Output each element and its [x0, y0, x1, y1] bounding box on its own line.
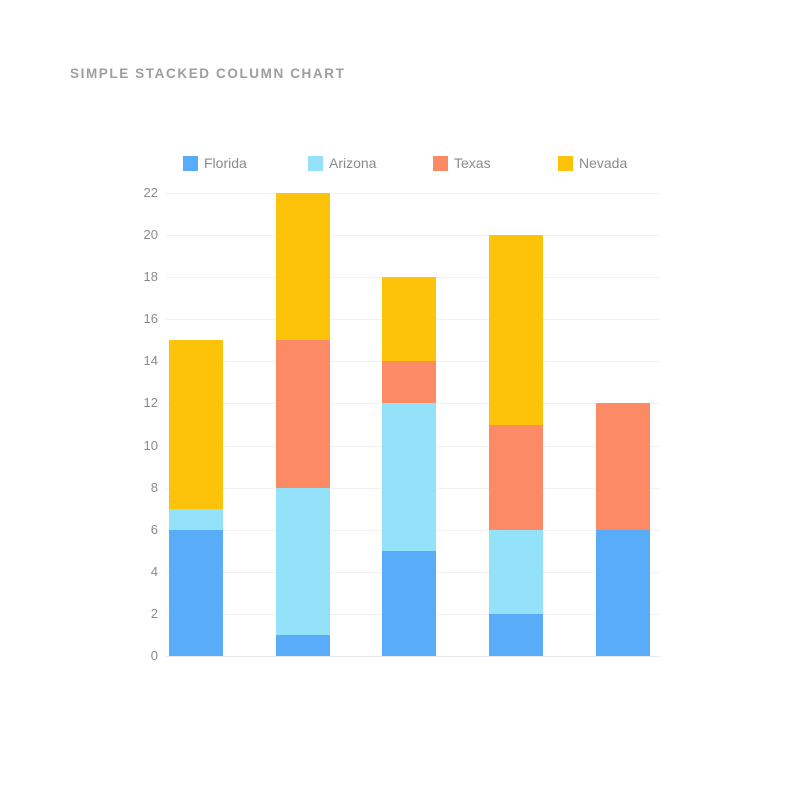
y-axis-tick-label: 12	[143, 395, 158, 411]
bar-segment-nevada-col3[interactable]	[382, 277, 436, 362]
legend-swatch-icon	[183, 155, 198, 171]
bar-segment-nevada-col2[interactable]	[276, 193, 330, 341]
gridline-y-20	[166, 235, 660, 237]
bar-segment-arizona-col4[interactable]	[489, 529, 543, 614]
bar-segment-texas-col4[interactable]	[489, 424, 543, 530]
y-axis-tick-label: 0	[150, 648, 158, 663]
bar-segment-florida-col1[interactable]	[169, 529, 223, 656]
bar-segment-texas-col5[interactable]	[596, 403, 650, 530]
legend-label: Texas	[454, 155, 491, 171]
bar-segment-nevada-col1[interactable]	[169, 340, 223, 509]
y-axis-tick-label: 2	[150, 605, 158, 621]
column-4	[489, 193, 543, 656]
plot-area: 0 2 4 6 8 10 12 14 16 18 20 22	[144, 186, 660, 663]
y-axis-tick-label: 22	[143, 185, 158, 200]
legend-label: Arizona	[329, 155, 377, 171]
legend-swatch-icon	[433, 155, 448, 171]
legend-label: Nevada	[579, 155, 628, 171]
column-3	[382, 193, 436, 656]
bar-segment-arizona-col1[interactable]	[169, 508, 223, 530]
legend-swatch-icon	[308, 155, 323, 171]
bar-segment-texas-col3[interactable]	[382, 361, 436, 404]
chart-title: SIMPLE STACKED COLUMN CHART	[70, 66, 346, 81]
column-5	[596, 193, 650, 656]
gridline-y-0	[166, 656, 660, 657]
y-axis-tick-label: 8	[150, 479, 158, 495]
bar-segment-texas-col2[interactable]	[276, 340, 330, 488]
bar-segment-arizona-col3[interactable]	[382, 403, 436, 551]
y-axis-tick-label: 16	[143, 311, 158, 327]
legend-item-nevada[interactable]: Nevada	[558, 155, 627, 171]
bar-segment-arizona-col2[interactable]	[276, 487, 330, 635]
y-axis-tick-label: 14	[143, 353, 158, 369]
legend-item-arizona[interactable]: Arizona	[308, 155, 376, 171]
y-axis-tick-label: 6	[150, 521, 158, 537]
legend-item-florida[interactable]: Florida	[183, 155, 247, 171]
legend: Florida Arizona Texas Nevada	[0, 155, 800, 175]
y-axis-tick-label: 4	[150, 563, 158, 579]
y-axis-tick-label: 20	[143, 227, 158, 243]
y-axis-tick-label: 18	[143, 269, 158, 285]
column-2	[276, 193, 330, 656]
bar-segment-nevada-col4[interactable]	[489, 235, 543, 425]
bar-segment-florida-col3[interactable]	[382, 550, 436, 656]
legend-swatch-icon	[558, 155, 573, 171]
y-axis-tick-label: 10	[143, 437, 158, 453]
bar-segment-florida-col5[interactable]	[596, 529, 650, 656]
bar-segment-florida-col4[interactable]	[489, 613, 543, 656]
bar-segment-florida-col2[interactable]	[276, 634, 330, 656]
column-1	[169, 193, 223, 656]
legend-item-texas[interactable]: Texas	[433, 155, 491, 171]
gridline-y-22	[166, 193, 660, 194]
legend-label: Florida	[204, 155, 247, 171]
